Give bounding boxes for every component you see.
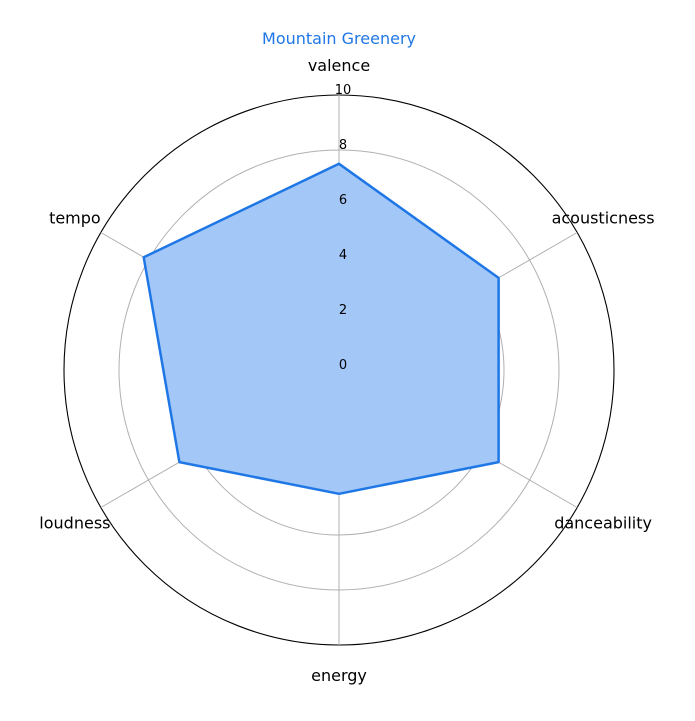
tick-label: 10 (335, 83, 352, 98)
tick-label: 0 (339, 358, 347, 373)
axis-labels: valence acousticness danceability energy lou… (39, 56, 654, 685)
axis-label-danceability: danceability (554, 514, 652, 533)
chart-title: Mountain Greenery (262, 29, 416, 48)
axis-label-energy: energy (311, 666, 367, 685)
tick-label: 2 (339, 303, 347, 318)
tick-labels: 0 2 4 6 8 10 (335, 83, 352, 373)
series-area (143, 163, 499, 494)
series (142, 162, 500, 496)
tick-label: 4 (339, 248, 347, 263)
axis-label-loudness: loudness (39, 514, 110, 533)
tick-label: 6 (339, 193, 347, 208)
series-line (142, 162, 500, 496)
axis-label-valence: valence (308, 56, 370, 75)
axis-label-tempo: tempo (49, 209, 101, 228)
axis-label-acousticness: acousticness (552, 209, 655, 228)
tick-label: 8 (339, 138, 347, 153)
